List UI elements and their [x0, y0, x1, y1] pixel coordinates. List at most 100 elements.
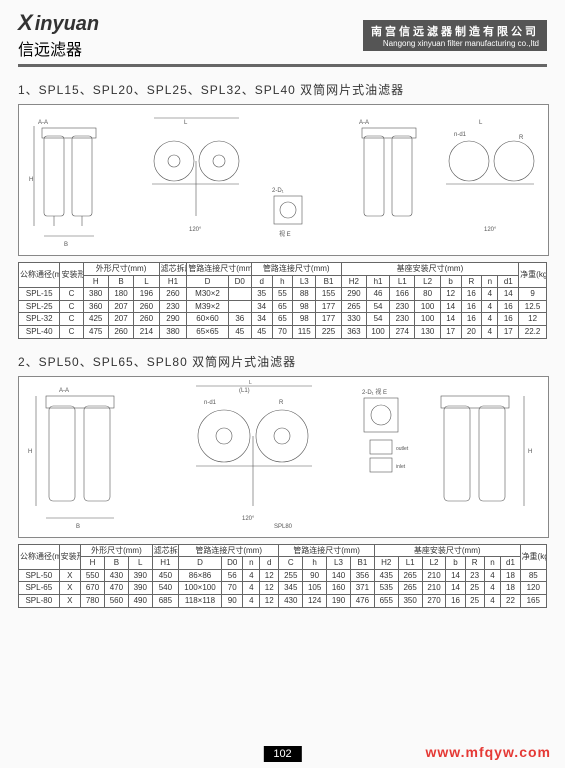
- cell: 4: [482, 300, 498, 313]
- cell: 430: [104, 569, 128, 582]
- th: 管路连接尺寸(mm): [251, 263, 341, 276]
- cell: 20: [461, 325, 482, 338]
- cell: 12: [260, 582, 279, 595]
- cell: 450: [152, 569, 178, 582]
- th: 外形尺寸(mm): [83, 263, 159, 276]
- svg-text:H: H: [528, 449, 532, 455]
- cell: 98: [293, 300, 316, 313]
- cell: 105: [303, 582, 327, 595]
- cell: 260: [159, 288, 187, 301]
- th: 净重(kg): [519, 263, 547, 288]
- cell: 371: [350, 582, 374, 595]
- th: 管路连接尺寸(mm): [279, 544, 375, 557]
- cell: 4: [482, 325, 498, 338]
- cell: 17: [498, 325, 519, 338]
- section1-diagram: H A-A B L 120° 2-D₁ 视 E L: [18, 104, 549, 256]
- table-row: SPL-25C360207260230M39×23465981772655423…: [19, 300, 547, 313]
- cell: M39×2: [187, 300, 228, 313]
- cell: 265: [398, 582, 422, 595]
- cell: 56: [221, 569, 242, 582]
- cell: SPL-50: [19, 569, 60, 582]
- page-header: X inyuan 信远滤器 南宫信远滤器制造有限公司 Nangong xinyu…: [18, 10, 547, 67]
- cell: 4: [484, 582, 501, 595]
- cell: 18: [501, 582, 520, 595]
- th-sub: R: [465, 557, 484, 570]
- watermark: www.mfqyw.com: [425, 744, 551, 760]
- cell: 260: [108, 325, 133, 338]
- cell: 210: [422, 582, 446, 595]
- cell: 230: [390, 313, 415, 326]
- cell: 46: [367, 288, 390, 301]
- th: 公称通径(mm): [19, 544, 60, 569]
- th-sub: d: [260, 557, 279, 570]
- cell: 12: [260, 569, 279, 582]
- cell: 12: [519, 313, 547, 326]
- cell: 16: [446, 594, 465, 607]
- cell: 12: [260, 594, 279, 607]
- cell: 425: [83, 313, 108, 326]
- section2-title: 2、SPL50、SPL65、SPL80 双筒网片式油滤器: [18, 353, 547, 370]
- cell: 260: [134, 313, 159, 326]
- th-sub: d1: [501, 557, 520, 570]
- cell: 540: [152, 582, 178, 595]
- th-sub: H2: [341, 275, 366, 288]
- th-sub: n: [484, 557, 501, 570]
- th-sub: L: [134, 275, 159, 288]
- svg-text:A-A: A-A: [59, 388, 69, 394]
- cell: 177: [316, 313, 341, 326]
- cell: 655: [374, 594, 398, 607]
- cell: 210: [422, 569, 446, 582]
- th: 外形尺寸(mm): [81, 544, 153, 557]
- cell: 80: [415, 288, 440, 301]
- cell: 60×60: [187, 313, 228, 326]
- table-row: SPL-32C42520726029060×603634659817733054…: [19, 313, 547, 326]
- cell: 120: [520, 582, 546, 595]
- cell: 35: [251, 288, 272, 301]
- svg-text:120°: 120°: [484, 227, 497, 233]
- cell: 350: [398, 594, 422, 607]
- svg-text:L: L: [184, 120, 188, 126]
- cell: SPL-25: [19, 300, 60, 313]
- table-row: SPL-50X55043039045086×865641225590140356…: [19, 569, 547, 582]
- cell: 230: [390, 300, 415, 313]
- section2-table: 公称通径(mm) 安装形式 外形尺寸(mm) 滤芯拆卸(mm) 管路连接尺寸(m…: [18, 544, 547, 608]
- th: 安装形式: [60, 263, 83, 288]
- logo-text: inyuan: [35, 13, 99, 36]
- th: 安装形式: [59, 544, 80, 569]
- cell: 155: [316, 288, 341, 301]
- cell: C: [60, 300, 83, 313]
- cell: 435: [374, 569, 398, 582]
- th-sub: h1: [367, 275, 390, 288]
- cell: 207: [108, 300, 133, 313]
- th-sub: C: [279, 557, 303, 570]
- th-sub: L1: [390, 275, 415, 288]
- cell: M30×2: [187, 288, 228, 301]
- cell: 16: [461, 300, 482, 313]
- th-sub: H: [81, 557, 105, 570]
- cell: 330: [341, 313, 366, 326]
- cell: 4: [484, 594, 501, 607]
- cell: 16: [461, 313, 482, 326]
- svg-text:120°: 120°: [189, 227, 202, 233]
- th-sub: b: [446, 557, 465, 570]
- cell: 360: [83, 300, 108, 313]
- th-sub: B: [108, 275, 133, 288]
- section1-title: 1、SPL15、SPL20、SPL25、SPL32、SPL40 双筒网片式油滤器: [18, 81, 547, 98]
- svg-text:L: L: [249, 380, 252, 386]
- cell: 45: [228, 325, 251, 338]
- cell: [228, 300, 251, 313]
- cell: 124: [303, 594, 327, 607]
- cell: 177: [316, 300, 341, 313]
- svg-text:L: L: [479, 120, 483, 126]
- cell: C: [60, 325, 83, 338]
- svg-text:inlet: inlet: [396, 464, 406, 470]
- cell: 166: [390, 288, 415, 301]
- cell: 22: [501, 594, 520, 607]
- cell: 685: [152, 594, 178, 607]
- th-sub: b: [440, 275, 461, 288]
- company-block: 南宫信远滤器制造有限公司 Nangong xinyuan filter manu…: [363, 20, 547, 51]
- cell: [228, 288, 251, 301]
- cell: 16: [498, 300, 519, 313]
- cell: 90: [221, 594, 242, 607]
- th-sub: n: [243, 557, 260, 570]
